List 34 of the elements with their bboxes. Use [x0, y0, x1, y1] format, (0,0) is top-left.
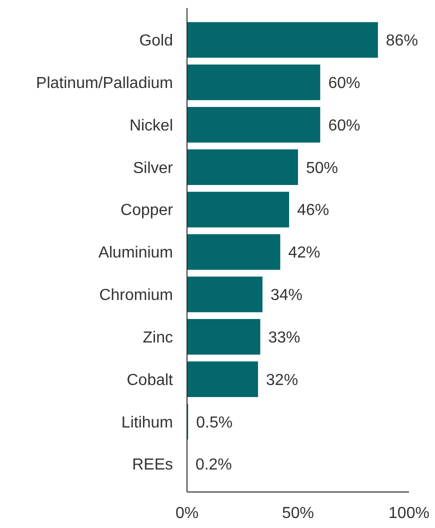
data-label: 0.2% [195, 456, 232, 474]
x-tick-label: 0% [175, 505, 199, 522]
bar [187, 149, 298, 185]
x-tick-label: 50% [282, 505, 314, 522]
y-tick-label: Litihum [121, 414, 173, 432]
y-tick-label: Silver [132, 160, 174, 177]
y-tick-label: Aluminium [98, 244, 173, 262]
bar [187, 64, 320, 100]
y-tick-label: Zinc [142, 329, 173, 346]
data-label: 50% [306, 160, 338, 177]
y-tick-label: Chromium [99, 287, 173, 304]
y-tick-label: Cobalt [126, 372, 174, 389]
bar [187, 361, 258, 398]
bar [187, 234, 280, 270]
bar [187, 192, 290, 228]
bar [187, 106, 320, 143]
bar [187, 319, 260, 355]
x-tick-label: 100% [388, 505, 430, 522]
data-label: 33% [268, 329, 300, 346]
y-tick-label: Copper [120, 202, 174, 220]
y-tick-label: Nickel [129, 117, 173, 134]
data-label: 42% [288, 244, 320, 262]
bar [187, 22, 378, 58]
y-tick-label: Gold [139, 32, 173, 50]
bar [187, 276, 262, 312]
y-tick-label: Platinum/Palladium [36, 74, 173, 92]
data-label: 32% [266, 372, 298, 389]
data-label: 46% [297, 202, 330, 220]
data-label: 60% [328, 74, 360, 92]
data-label: 34% [270, 287, 303, 304]
data-label: 0.5% [196, 414, 233, 432]
data-label: 86% [386, 32, 418, 50]
y-tick-label: REEs [132, 456, 173, 474]
data-label: 60% [328, 117, 360, 134]
